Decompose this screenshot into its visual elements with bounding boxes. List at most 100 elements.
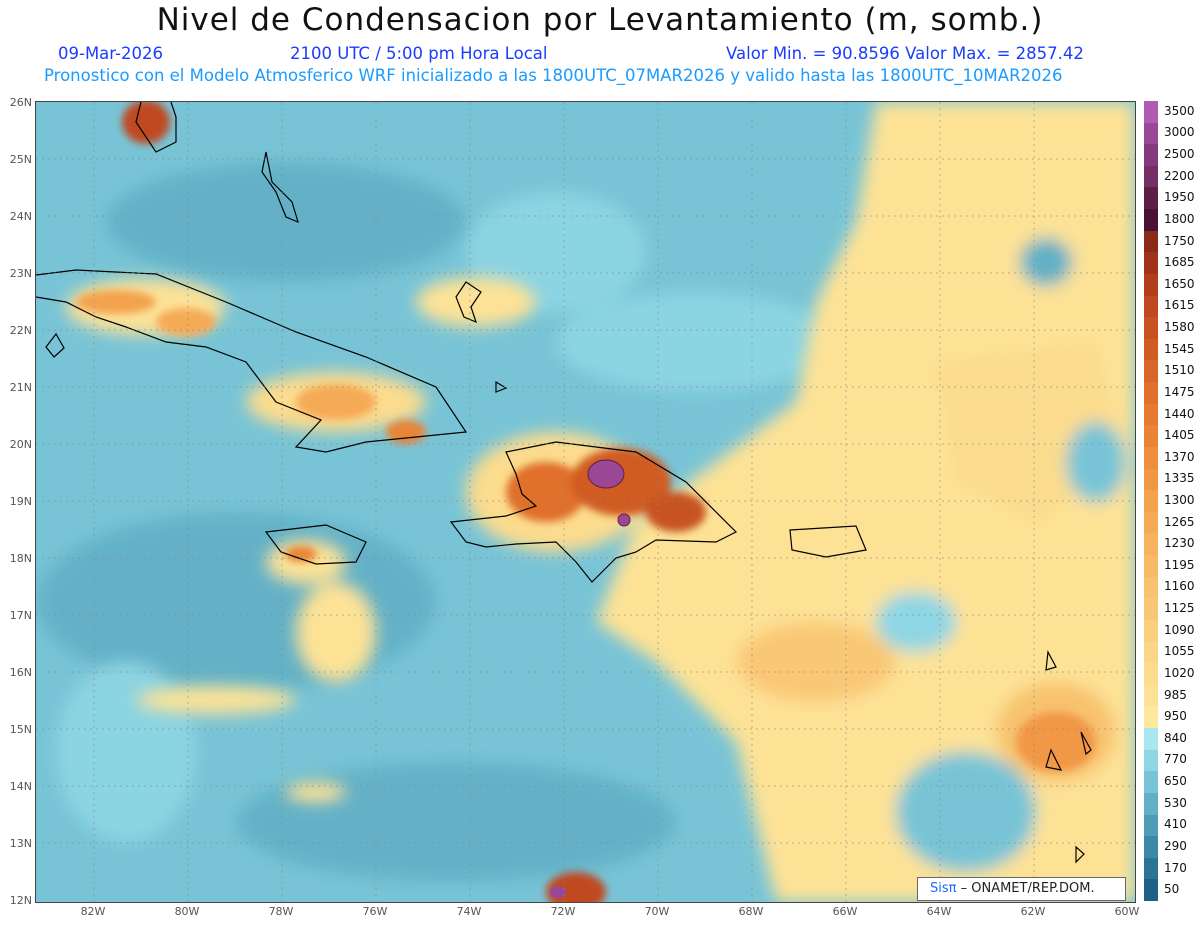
colorbar-label: 1510 (1164, 363, 1195, 378)
forecast-info: Pronostico con el Modelo Atmosferico WRF… (44, 66, 1063, 85)
colorbar-label: 1300 (1164, 493, 1195, 507)
colorbar-label: 1800 (1164, 211, 1195, 226)
lon-label: 78W (268, 905, 294, 918)
lat-label: 25N (9, 153, 32, 166)
lon-label: 74W (456, 905, 482, 918)
lon-label: 80W (174, 905, 200, 918)
colorbar-label: 985 (1164, 687, 1187, 702)
colorbar-swatch (1144, 792, 1158, 815)
colorbar-label: 410 (1164, 817, 1187, 832)
colorbar-swatch (1144, 598, 1158, 621)
colorbar-swatch (1144, 836, 1158, 859)
lon-label: 76W (362, 905, 388, 918)
colorbar-swatch (1144, 706, 1158, 729)
lat-label: 18N (9, 552, 32, 565)
colorbar-label: 770 (1164, 752, 1187, 767)
lat-label: 19N (9, 495, 32, 508)
credit-text: – ONAMET/REP.DOM. (960, 881, 1095, 896)
colorbar-label: 1335 (1164, 471, 1195, 486)
lon-label: 70W (644, 905, 670, 918)
lat-label: 23N (9, 267, 32, 280)
credit-brand: Sisπ (930, 881, 957, 896)
forecast-map (35, 101, 1136, 903)
lon-label: 62W (1020, 905, 1046, 918)
colorbar-swatch (1144, 511, 1158, 534)
colorbar-swatch (1144, 122, 1158, 145)
colorbar (1144, 101, 1158, 902)
lon-label: 66W (832, 905, 858, 918)
colorbar-label: 1475 (1164, 384, 1195, 399)
colorbar-label: 2500 (1164, 147, 1195, 162)
lat-label: 22N (9, 324, 32, 337)
colorbar-swatch (1144, 576, 1158, 599)
min-max-label: Valor Min. = 90.8596 Valor Max. = 2857.4… (726, 44, 1084, 63)
colorbar-swatch (1144, 728, 1158, 751)
colorbar-label: 1440 (1164, 406, 1195, 421)
lat-label: 13N (9, 837, 32, 850)
colorbar-label: 1545 (1164, 341, 1195, 356)
colorbar-label: 1750 (1164, 233, 1195, 248)
colorbar-label: 530 (1164, 795, 1187, 810)
lat-label: 12N (9, 894, 32, 907)
colorbar-label: 1230 (1164, 536, 1195, 551)
colorbar-label: 290 (1164, 838, 1187, 853)
colorbar-label: 170 (1164, 860, 1187, 875)
colorbar-label: 1055 (1164, 644, 1195, 659)
lat-label: 21N (9, 381, 32, 394)
colorbar-swatch (1144, 144, 1158, 167)
colorbar-swatch (1144, 684, 1158, 707)
colorbar-swatch (1144, 771, 1158, 794)
date-label: 09-Mar-2026 (58, 44, 163, 63)
lon-label: 72W (550, 905, 576, 918)
colorbar-swatch (1144, 555, 1158, 578)
lat-label: 17N (9, 609, 32, 622)
colorbar-label: 1580 (1164, 320, 1195, 335)
colorbar-label: 1370 (1164, 449, 1195, 464)
lat-label: 14N (9, 780, 32, 793)
colorbar-swatch (1144, 360, 1158, 383)
map-title: Nivel de Condensacion por Levantamiento … (156, 2, 1044, 38)
colorbar-swatch (1144, 490, 1158, 513)
colorbar-swatch (1144, 230, 1158, 253)
lat-label: 16N (9, 666, 32, 679)
colorbar-swatch (1144, 749, 1158, 772)
colorbar-swatch (1144, 338, 1158, 361)
colorbar-label: 1950 (1164, 190, 1195, 205)
lon-label: 68W (738, 905, 764, 918)
colorbar-swatch (1144, 252, 1158, 275)
colorbar-swatch (1144, 814, 1158, 837)
colorbar-swatch (1144, 533, 1158, 556)
colorbar-swatch (1144, 403, 1158, 426)
colorbar-label: 3000 (1164, 125, 1195, 140)
lon-label: 64W (926, 905, 952, 918)
colorbar-swatch (1144, 663, 1158, 686)
colorbar-label: 840 (1164, 730, 1187, 745)
colorbar-label: 950 (1164, 709, 1187, 724)
colorbar-label: 1650 (1164, 276, 1195, 291)
colorbar-label: 3500 (1164, 103, 1195, 118)
credit-box: Sisπ – ONAMET/REP.DOM. (917, 877, 1126, 901)
colorbar-label: 1160 (1164, 579, 1195, 594)
colorbar-label: 1615 (1164, 298, 1195, 313)
colorbar-label: 50 (1164, 882, 1180, 897)
lat-label: 20N (9, 438, 32, 451)
colorbar-swatch (1144, 446, 1158, 470)
colorbar-swatch (1144, 273, 1158, 297)
lat-label: 24N (9, 210, 32, 223)
lat-label: 15N (9, 723, 32, 736)
colorbar-label: 650 (1164, 774, 1187, 789)
colorbar-swatch (1144, 187, 1158, 210)
colorbar-swatch (1144, 641, 1158, 664)
lon-label: 82W (80, 905, 106, 918)
colorbar-label: 1685 (1164, 255, 1195, 270)
colorbar-label: 1125 (1164, 601, 1195, 616)
colorbar-swatch (1144, 468, 1158, 491)
colorbar-label: 1405 (1164, 428, 1195, 443)
colorbar-label: 1090 (1164, 622, 1195, 637)
colorbar-swatch (1144, 619, 1158, 643)
colorbar-swatch (1144, 425, 1158, 448)
lat-label: 26N (9, 96, 32, 109)
colorbar-swatch (1144, 209, 1158, 232)
colorbar-swatch (1144, 295, 1158, 318)
colorbar-label: 2200 (1164, 168, 1195, 183)
